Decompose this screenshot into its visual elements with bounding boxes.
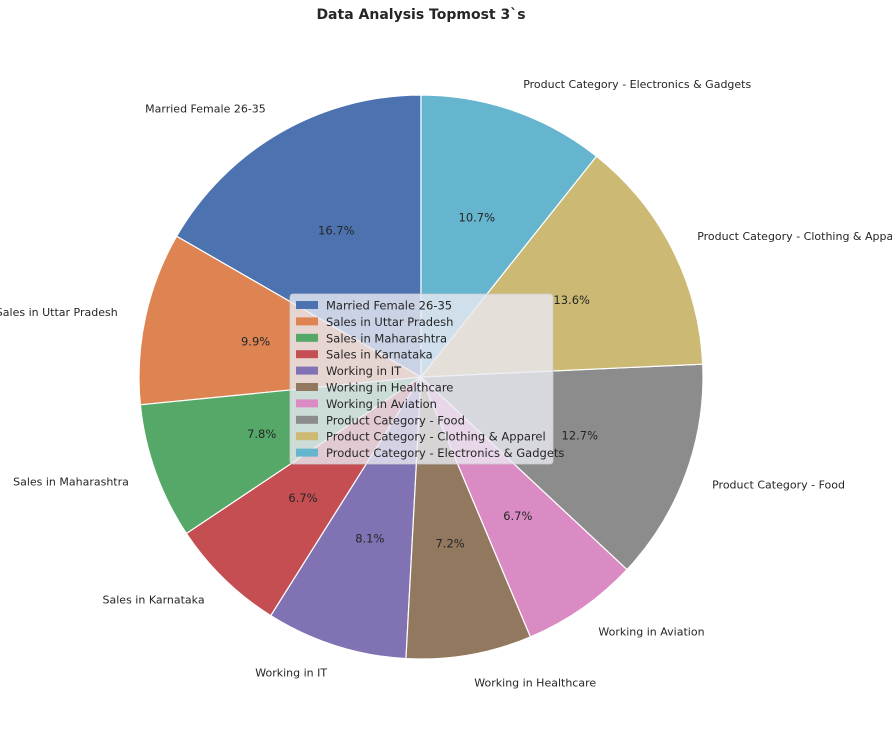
category-label-working-in-healthcare: Working in Healthcare	[474, 677, 596, 690]
legend-label-working-in-aviation: Working in Aviation	[326, 397, 437, 411]
legend-swatch-product-category-clothing-apparel	[296, 432, 318, 441]
category-label-product-category-electronics-gadgets: Product Category - Electronics & Gadgets	[523, 78, 751, 91]
percent-label-sales-in-uttar-pradesh: 9.9%	[241, 334, 270, 348]
category-label-sales-in-maharashtra: Sales in Maharashtra	[13, 476, 129, 489]
percent-label-product-category-food: 12.7%	[562, 429, 599, 443]
category-label-married-female-26-35: Married Female 26-35	[145, 102, 266, 115]
category-label-sales-in-uttar-pradesh: Sales in Uttar Pradesh	[0, 306, 118, 319]
percent-label-product-category-electronics-gadgets: 10.7%	[459, 210, 496, 224]
legend-label-product-category-electronics-gadgets: Product Category - Electronics & Gadgets	[326, 446, 564, 460]
category-label-product-category-clothing-apparel: Product Category - Clothing & Apparel	[697, 230, 892, 243]
legend-label-sales-in-maharashtra: Sales in Maharashtra	[326, 331, 447, 345]
legend-swatch-product-category-electronics-gadgets	[296, 448, 318, 457]
legend-label-sales-in-karnataka: Sales in Karnataka	[326, 348, 433, 362]
chart-title: Data Analysis Topmost 3`s	[316, 7, 525, 23]
category-labels: Married Female 26-35 Sales in Uttar Prade…	[0, 78, 892, 690]
category-label-product-category-food: Product Category - Food	[712, 478, 845, 491]
legend-label-product-category-food: Product Category - Food	[326, 413, 465, 427]
percent-label-working-in-it: 8.1%	[355, 531, 384, 545]
category-label-working-in-it: Working in IT	[255, 667, 327, 680]
legend-swatch-working-in-aviation	[296, 399, 318, 408]
category-label-working-in-aviation: Working in Aviation	[598, 626, 704, 639]
percent-labels: 16.7% 9.9% 7.8% 6.7% 8.1% 7.2% 6.7% 12.7% 13.6% 1…	[241, 210, 598, 550]
legend-frame	[289, 293, 554, 465]
legend: Married Female 26-35 Sales in Uttar Prade…	[289, 293, 564, 465]
percent-label-married-female-26-35: 16.7%	[318, 224, 355, 238]
legend-label-working-in-healthcare: Working in Healthcare	[326, 381, 453, 395]
legend-swatch-working-in-it	[296, 366, 318, 375]
legend-swatch-married-female-26-35	[296, 301, 318, 309]
percent-label-sales-in-maharashtra: 7.8%	[247, 427, 276, 441]
legend-label-married-female-26-35: Married Female 26-35	[326, 299, 452, 313]
legend-label-working-in-it: Working in IT	[326, 364, 402, 378]
percent-label-product-category-clothing-apparel: 13.6%	[553, 293, 590, 307]
legend-swatch-working-in-healthcare	[296, 383, 318, 391]
percent-label-sales-in-karnataka: 6.7%	[288, 491, 317, 505]
legend-label-product-category-clothing-apparel: Product Category - Clothing & Apparel	[326, 430, 546, 444]
legend-swatch-sales-in-uttar-pradesh	[296, 317, 318, 326]
percent-label-working-in-healthcare: 7.2%	[435, 537, 464, 551]
legend-label-sales-in-uttar-pradesh: Sales in Uttar Pradesh	[326, 315, 453, 329]
legend-swatch-product-category-food	[296, 415, 318, 424]
category-label-sales-in-karnataka: Sales in Karnataka	[103, 593, 205, 606]
percent-label-working-in-aviation: 6.7%	[503, 509, 532, 523]
legend-swatch-sales-in-maharashtra	[296, 333, 318, 342]
legend-swatch-sales-in-karnataka	[296, 350, 318, 359]
